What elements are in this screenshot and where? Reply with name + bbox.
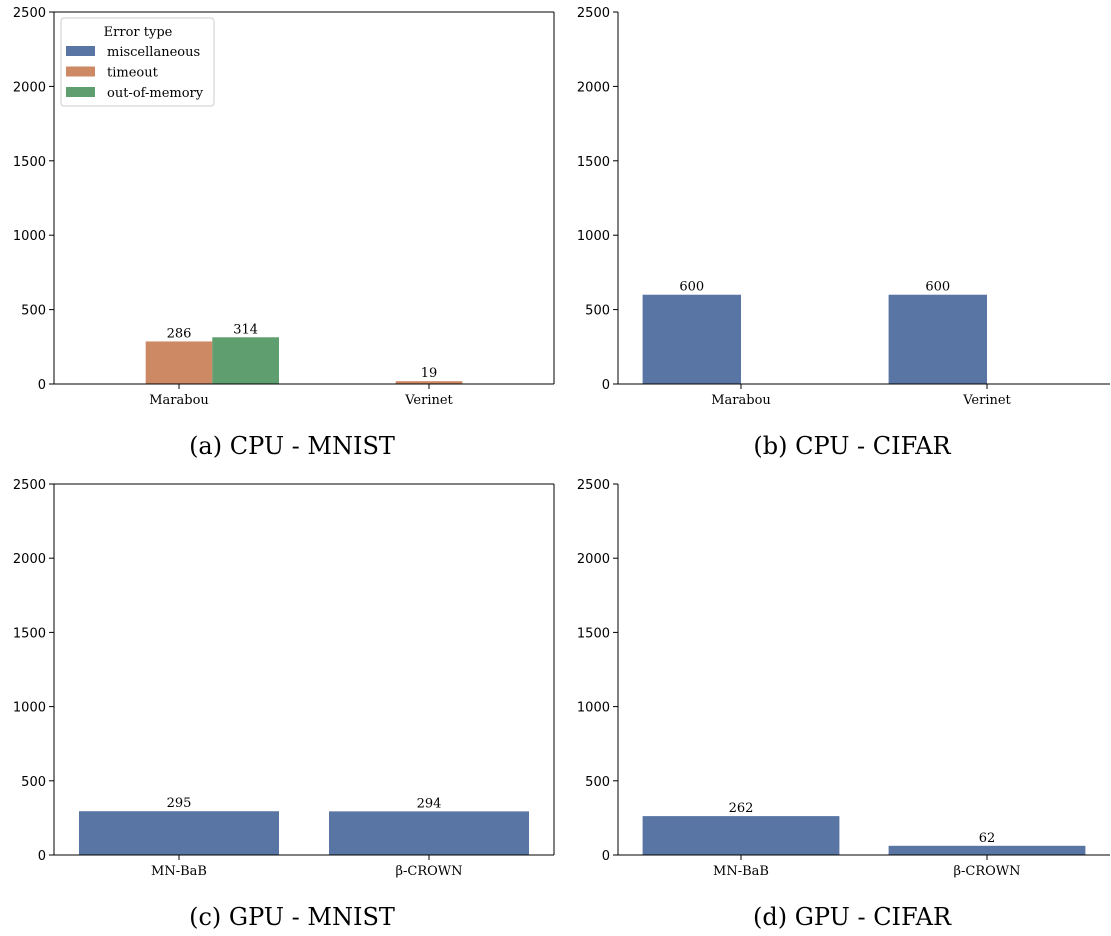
bar-Verinet-timeout [395,381,463,384]
bar-MN-BaB-miscellaneous [642,816,840,855]
subfigure-caption: (b) CPU - CIFAR [753,432,951,460]
bar-β-CROWN-miscellaneous [329,811,529,855]
y-tick-label: 1000 [577,701,610,716]
legend-box [60,17,215,107]
data-label: 286 [167,326,192,341]
x-tick-label: Marabou [149,393,209,408]
y-tick-label: 2000 [577,80,610,95]
subfigure-caption: (d) GPU - CIFAR [753,903,952,931]
y-tick-label: 1000 [13,229,46,244]
data-label: 295 [167,796,192,811]
legend-swatch-miscellaneous [66,46,95,56]
y-tick-label: 1500 [13,626,46,641]
data-label: 600 [679,280,704,295]
y-tick-label: 1000 [13,701,46,716]
legend: Error type miscellaneous timeout out-of-mem… [60,17,215,107]
x-tick-label: Verinet [962,393,1011,408]
bar-Marabou-out-of-memory [212,337,279,384]
chart-panel-2: 295 294 0 500 1000 1500 2000 2500 MN-BaB β-CROWN (… [13,478,555,931]
y-tick-label: 2000 [577,552,610,567]
chart-panel-1: 600 600 0 500 1000 1500 2000 2500 Marabou Verinet… [577,6,1110,460]
data-label: 314 [233,322,258,337]
y-tick-label: 2000 [13,80,46,95]
y-tick-label: 0 [38,849,46,864]
chart-panel-0: 286 314 19 0 500 1000 1500 2000 2500 Marabou Verin… [13,6,555,460]
legend-entry-out-of-memory: out-of-memory [107,86,204,101]
bar-Marabou-timeout [145,341,213,384]
y-tick-label: 2500 [13,478,46,493]
y-tick-label: 1500 [577,626,610,641]
data-label: 62 [979,831,996,846]
data-label: 600 [925,280,950,295]
bar-Marabou-miscellaneous [642,294,741,384]
y-tick-label: 500 [21,304,46,319]
chart-panel-3: 262 62 0 500 1000 1500 2000 2500 MN-BaB β-CROWN (d… [577,478,1110,931]
y-tick-label: 1500 [577,155,610,170]
y-tick-label: 2500 [577,478,610,493]
legend-title: Error type [104,25,173,40]
y-tick-label: 2500 [577,6,610,21]
y-tick-label: 0 [38,378,46,393]
legend-swatch-timeout [66,66,95,77]
x-tick-label: Marabou [711,393,771,408]
x-tick-label: β-CROWN [395,864,462,879]
x-tick-label: MN-BaB [151,864,207,879]
y-tick-label: 1500 [13,155,46,170]
bar-β-CROWN-miscellaneous [888,845,1086,855]
y-tick-label: 1000 [577,229,610,244]
subfigure-caption: (c) GPU - MNIST [189,903,395,931]
x-tick-label: β-CROWN [953,864,1020,879]
subfigure-caption: (a) CPU - MNIST [189,432,395,460]
data-label: 294 [417,796,442,811]
legend-entry-timeout: timeout [107,66,159,81]
y-tick-label: 0 [602,378,610,393]
legend-entry-miscellaneous: miscellaneous [107,45,200,60]
y-tick-label: 500 [585,304,610,319]
x-tick-label: Verinet [404,393,453,408]
data-label: 262 [729,801,754,816]
y-tick-label: 500 [21,775,46,790]
x-tick-label: MN-BaB [713,864,769,879]
y-tick-label: 500 [585,775,610,790]
legend-swatch-out-of-memory [66,87,95,97]
bar-MN-BaB-miscellaneous [79,811,279,855]
data-label: 19 [421,366,438,381]
bar-Verinet-miscellaneous [888,294,987,384]
y-tick-label: 2000 [13,552,46,567]
y-tick-label: 0 [602,849,610,864]
y-tick-label: 2500 [13,6,46,21]
